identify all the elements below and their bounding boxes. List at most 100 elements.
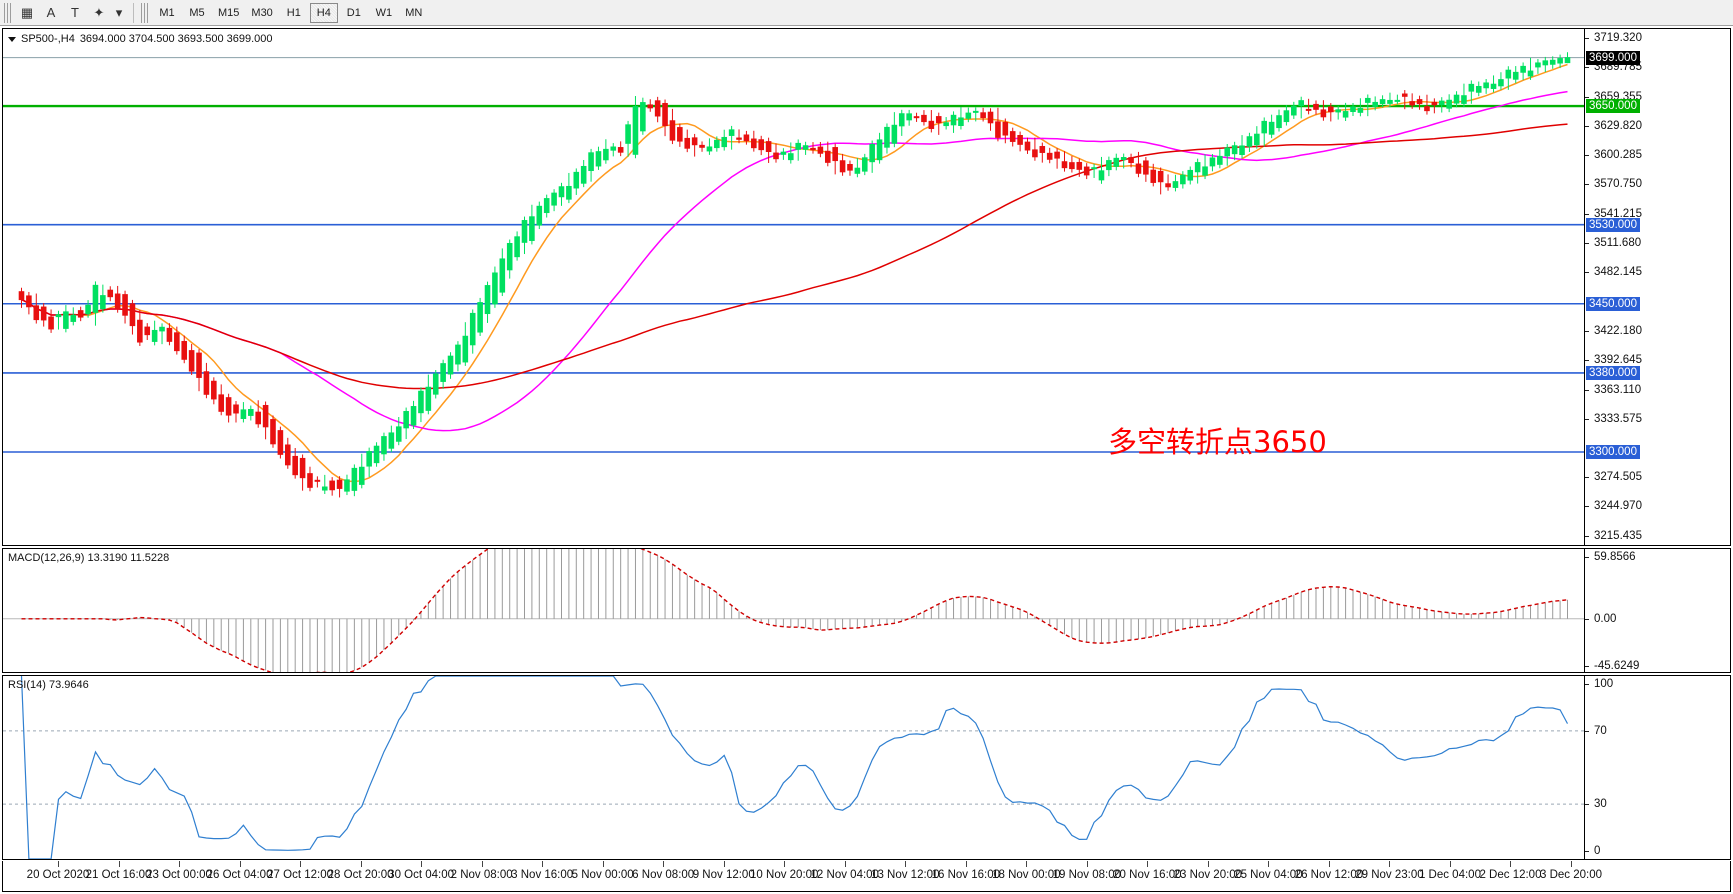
collapse-triangle-icon[interactable] bbox=[8, 36, 16, 42]
price-panel[interactable]: 3719.320 3689.785 3659.355 3629.820 3600.285… bbox=[2, 28, 1731, 546]
time-axis-label: 26 Nov 12:00 bbox=[1294, 869, 1364, 881]
price-axis[interactable]: 3719.320 3689.785 3659.355 3629.820 3600.285… bbox=[1584, 29, 1730, 545]
timeframe-m1[interactable]: M1 bbox=[159, 6, 175, 19]
timeframe-m15[interactable]: M15 bbox=[218, 6, 240, 19]
time-axis-label: 10 Nov 20:00 bbox=[750, 869, 819, 881]
price-axis-tick bbox=[1585, 96, 1589, 98]
time-axis-label: 1 Dec 04:00 bbox=[1418, 869, 1481, 881]
rsi-plot-area[interactable] bbox=[3, 676, 1584, 859]
time-axis-label: 3 Dec 20:00 bbox=[1539, 869, 1603, 881]
price-level-badge[interactable]: 3699.000 bbox=[1586, 50, 1640, 65]
time-axis-tick bbox=[905, 861, 907, 867]
time-axis-tick bbox=[421, 861, 423, 867]
ohlc-values: 3694.000 3704.500 3693.500 3699.000 bbox=[79, 33, 273, 45]
rsi-axis[interactable]: 100 70 30 0 bbox=[1584, 676, 1730, 859]
rsi-header: RSI(14) 73.9646 bbox=[8, 679, 89, 691]
price-level-badge[interactable]: 3300.000 bbox=[1586, 444, 1640, 459]
time-axis-tick bbox=[542, 861, 544, 867]
price-level-badge[interactable]: 3650.000 bbox=[1586, 99, 1640, 114]
price-axis-tick bbox=[1585, 37, 1589, 39]
timeframe-h1[interactable]: H1 bbox=[286, 6, 301, 19]
timeframe-m5[interactable]: M5 bbox=[189, 6, 205, 19]
time-axis-label: 21 Oct 16:00 bbox=[85, 869, 152, 881]
time-axis-tick bbox=[118, 861, 120, 867]
rsi-axis-tick bbox=[1585, 730, 1589, 732]
toolbar-divider bbox=[133, 2, 134, 23]
time-axis-tick bbox=[1328, 861, 1330, 867]
macd-axis-tick bbox=[1585, 618, 1589, 620]
timeframe-mn[interactable]: MN bbox=[405, 6, 423, 19]
rsi-axis-label: 70 bbox=[1594, 724, 1607, 737]
timeframe-grip[interactable] bbox=[141, 2, 148, 23]
chart-workspace: 3719.320 3689.785 3659.355 3629.820 3600.285… bbox=[0, 26, 1733, 894]
time-axis-tick bbox=[481, 861, 483, 867]
macd-panel[interactable]: 59.8566 0.00 -45.6249 MACD(12,26,9) 13.319… bbox=[2, 548, 1731, 673]
time-axis-tick bbox=[1026, 861, 1028, 867]
time-axis-label: 2 Nov 08:00 bbox=[450, 869, 513, 881]
price-axis-tick bbox=[1585, 418, 1589, 420]
price-axis-tick bbox=[1585, 184, 1589, 186]
price-axis-tick bbox=[1585, 242, 1589, 244]
price-panel-header: SP500-,H4 3694.000 3704.500 3693.500 369… bbox=[8, 33, 273, 45]
time-axis-label: 2 Dec 12:00 bbox=[1479, 869, 1542, 881]
label-tool-icon[interactable]: T bbox=[71, 5, 79, 20]
timeframe-d1[interactable]: D1 bbox=[346, 6, 361, 19]
macd-axis-label: -45.6249 bbox=[1594, 660, 1640, 672]
toolbar-grip[interactable] bbox=[4, 2, 11, 23]
price-level-badge[interactable]: 3530.000 bbox=[1586, 217, 1640, 232]
time-axis-label: 6 Nov 08:00 bbox=[632, 869, 695, 881]
price-axis-tick bbox=[1585, 271, 1589, 273]
time-axis-tick bbox=[1510, 861, 1512, 867]
time-axis-tick bbox=[360, 861, 362, 867]
toolbar: ▦ A T ✦ ▾ M1 M5 M15 M30 H1 H4 D1 W1 MN bbox=[0, 0, 1733, 26]
time-axis-label: 30 Oct 04:00 bbox=[388, 869, 455, 881]
macd-axis-tick bbox=[1585, 557, 1589, 558]
rsi-panel[interactable]: 100 70 30 0 RSI(14) 73.9646 bbox=[2, 675, 1731, 860]
time-axis-label: 29 Nov 23:00 bbox=[1355, 869, 1424, 881]
time-axis-label: 3 Nov 16:00 bbox=[511, 869, 574, 881]
time-axis-label: 20 Nov 16:00 bbox=[1113, 869, 1182, 881]
time-axis-tick bbox=[844, 861, 846, 867]
chevron-down-icon[interactable]: ▾ bbox=[115, 4, 123, 20]
price-axis-tick bbox=[1585, 155, 1589, 157]
price-axis-label: 3570.750 bbox=[1594, 178, 1642, 191]
price-plot-area[interactable] bbox=[3, 29, 1584, 545]
price-axis-tick bbox=[1585, 66, 1589, 68]
time-axis-tick bbox=[239, 861, 241, 867]
text-tool-icon[interactable]: A bbox=[46, 5, 56, 20]
time-axis-tick bbox=[1449, 861, 1451, 867]
rsi-axis-tick bbox=[1585, 851, 1589, 852]
timeframe-h4[interactable]: H4 bbox=[309, 2, 338, 23]
rsi-axis-label: 100 bbox=[1594, 678, 1614, 690]
time-axis-tick bbox=[1086, 861, 1088, 867]
time-axis-label: 9 Nov 12:00 bbox=[692, 869, 755, 881]
timeframe-m30[interactable]: M30 bbox=[251, 6, 273, 19]
price-axis-label: 3600.285 bbox=[1594, 149, 1642, 162]
price-level-badge[interactable]: 3380.000 bbox=[1586, 365, 1640, 380]
price-axis-tick bbox=[1585, 506, 1589, 508]
time-axis[interactable]: 20 Oct 2020 21 Oct 16:00 23 Oct 00:00 26 Oc… bbox=[2, 861, 1731, 892]
macd-header: MACD(12,26,9) 13.3190 11.5228 bbox=[8, 552, 170, 564]
objects-icon[interactable]: ✦ bbox=[93, 4, 105, 20]
macd-axis[interactable]: 59.8566 0.00 -45.6249 bbox=[1584, 549, 1730, 672]
crosshair-icon[interactable]: ▦ bbox=[20, 4, 34, 20]
time-axis-tick bbox=[1571, 861, 1572, 867]
macd-plot-area[interactable] bbox=[3, 549, 1584, 672]
time-axis-label: 25 Nov 04:00 bbox=[1234, 869, 1303, 881]
time-axis-tick bbox=[58, 861, 59, 867]
time-axis-label: 19 Nov 08:00 bbox=[1052, 869, 1122, 881]
time-axis-tick bbox=[723, 861, 725, 867]
price-axis-label: 3541.215 bbox=[1594, 207, 1642, 220]
timeframe-w1[interactable]: W1 bbox=[375, 6, 393, 19]
price-level-badge[interactable]: 3450.000 bbox=[1586, 296, 1640, 311]
time-axis-tick bbox=[1147, 861, 1149, 867]
time-axis-label: 13 Nov 12:00 bbox=[871, 869, 940, 881]
price-axis-label: 3511.680 bbox=[1594, 236, 1642, 249]
macd-axis-label: 0.00 bbox=[1594, 612, 1617, 625]
price-axis-tick bbox=[1585, 477, 1589, 479]
rsi-axis-label: 30 bbox=[1594, 798, 1607, 811]
price-axis-tick bbox=[1585, 389, 1589, 391]
price-axis-label: 3719.320 bbox=[1594, 31, 1642, 44]
price-axis-label: 3422.180 bbox=[1594, 325, 1642, 338]
time-axis-tick bbox=[1268, 861, 1270, 867]
